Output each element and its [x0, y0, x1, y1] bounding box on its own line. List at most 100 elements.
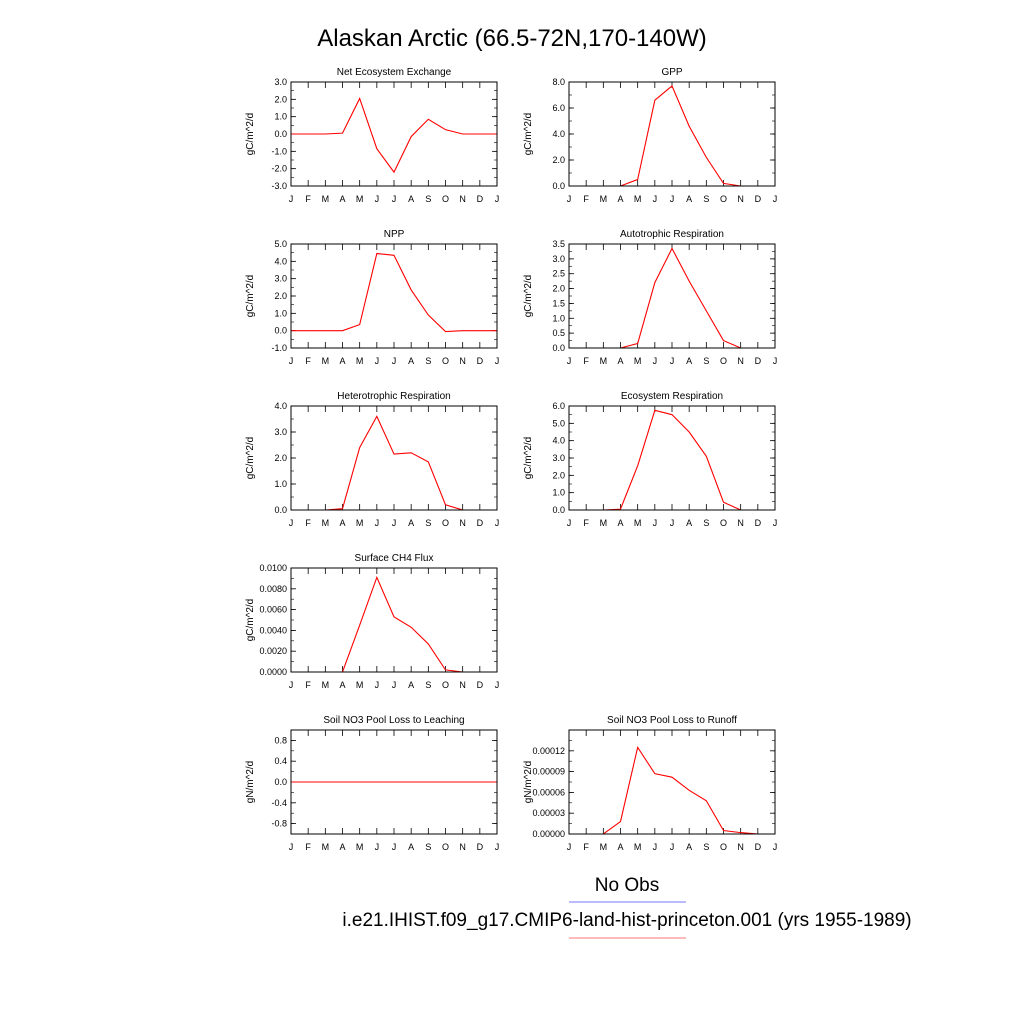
data-point [393, 616, 394, 617]
data-point [637, 747, 638, 748]
plot-frame [568, 405, 776, 511]
panel-title: NPP [384, 229, 405, 240]
x-tick-label: J [495, 842, 500, 852]
x-tick-label: J [495, 680, 500, 690]
data-point [376, 781, 377, 782]
x-tick-label: N [737, 356, 744, 366]
x-tick-label: J [653, 842, 658, 852]
data-point [654, 773, 655, 774]
y-tick-label: 0.0 [274, 129, 287, 139]
x-tick-label: A [617, 842, 623, 852]
y-tick-label: 0.0 [274, 777, 287, 787]
y-tick-label: 6.0 [552, 103, 565, 113]
x-tick-label: A [617, 518, 623, 528]
plot-frame [290, 405, 498, 511]
x-tick-label: A [339, 356, 345, 366]
data-point [479, 133, 480, 134]
y-axis-label: gC/m^2/d [245, 599, 256, 642]
x-tick-label: M [600, 518, 608, 528]
panel-title: GPP [661, 67, 682, 78]
data-point [342, 330, 343, 331]
y-tick-label: 1.5 [552, 298, 565, 308]
x-tick-label: N [737, 842, 744, 852]
x-tick-label: F [583, 518, 589, 528]
data-point [411, 289, 412, 290]
legend-label-obs: No Obs [595, 875, 659, 896]
data-point [445, 781, 446, 782]
y-tick-label: -0.8 [271, 819, 287, 829]
data-point [428, 781, 429, 782]
data-point [445, 669, 446, 670]
y-tick-label: 0.5 [552, 328, 565, 338]
y-tick-label: 0.0 [552, 181, 565, 191]
x-tick-label: J [289, 842, 294, 852]
panel-title: Heterotrophic Respiration [337, 391, 450, 402]
data-point [342, 781, 343, 782]
y-tick-label: 0.4 [274, 756, 287, 766]
x-tick-label: J [773, 356, 778, 366]
x-tick-label: S [703, 842, 709, 852]
data-point [411, 452, 412, 453]
panel-soil-no3-pool-loss-to-runoff: Soil NO3 Pool Loss to Runoff 0.00012 0.000… [523, 715, 777, 852]
data-point [723, 183, 724, 184]
x-tick-label: N [737, 518, 744, 528]
series-line [569, 409, 775, 511]
data-point [637, 465, 638, 466]
x-tick-label: M [322, 356, 330, 366]
x-tick-label: S [425, 680, 431, 690]
x-tick-label: J [375, 680, 380, 690]
plot-frame [568, 81, 776, 187]
y-tick-label: 0.00003 [532, 808, 565, 818]
data-point [411, 781, 412, 782]
x-tick-label: F [305, 356, 311, 366]
y-tick-label: 0.0000 [259, 667, 287, 677]
x-tick-label: J [773, 194, 778, 204]
data-point [325, 330, 326, 331]
y-axis-label: gC/m^2/d [523, 113, 534, 156]
panel-heterotrophic-respiration: Heterotrophic Respiration 4.0 3.0 2.0 1.0 0.0… [245, 391, 499, 528]
y-axis-label: gC/m^2/d [245, 275, 256, 318]
data-point [411, 627, 412, 628]
x-tick-label: J [289, 518, 294, 528]
y-tick-label: 0.0 [274, 505, 287, 515]
x-tick-label: O [720, 518, 727, 528]
data-point [706, 157, 707, 158]
data-point [740, 832, 741, 833]
x-tick-label: A [686, 356, 692, 366]
x-tick-label: D [755, 194, 762, 204]
y-axis-label: gC/m^2/d [523, 275, 534, 318]
x-tick-label: S [425, 842, 431, 852]
x-tick-label: A [408, 356, 414, 366]
data-point [689, 126, 690, 127]
x-tick-label: M [322, 842, 330, 852]
x-tick-label: A [339, 518, 345, 528]
data-point [479, 330, 480, 331]
x-tick-label: O [442, 842, 449, 852]
y-tick-label: 2.0 [552, 284, 565, 294]
data-point [376, 253, 377, 254]
plot-frame [290, 567, 498, 673]
x-tick-label: J [392, 842, 397, 852]
x-tick-label: J [289, 680, 294, 690]
x-tick-label: M [356, 680, 364, 690]
x-tick-label: M [356, 194, 364, 204]
x-tick-label: J [567, 356, 572, 366]
x-tick-label: A [686, 842, 692, 852]
data-point [359, 625, 360, 626]
data-point [393, 255, 394, 256]
y-tick-label: 5.0 [552, 418, 565, 428]
x-tick-label: M [322, 680, 330, 690]
x-tick-label: M [600, 356, 608, 366]
x-tick-label: J [567, 842, 572, 852]
y-tick-label: 3.0 [552, 254, 565, 264]
data-point [671, 248, 672, 249]
y-axis-label: gC/m^2/d [523, 437, 534, 480]
y-tick-label: 3.0 [274, 274, 287, 284]
y-tick-label: -2.0 [271, 164, 287, 174]
x-tick-label: J [375, 518, 380, 528]
data-point [654, 410, 655, 411]
y-tick-label: 2.0 [552, 155, 565, 165]
